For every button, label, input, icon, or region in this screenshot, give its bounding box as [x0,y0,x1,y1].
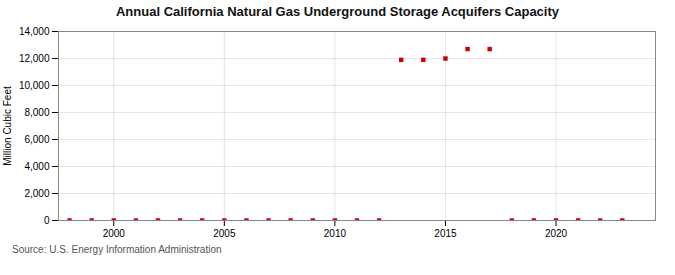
svg-text:2015: 2015 [434,228,457,239]
svg-text:2020: 2020 [545,228,568,239]
svg-text:12,000: 12,000 [19,53,50,64]
svg-text:4,000: 4,000 [24,161,49,172]
svg-text:6,000: 6,000 [24,134,49,145]
svg-text:2,000: 2,000 [24,188,49,199]
svg-text:8,000: 8,000 [24,107,49,118]
svg-text:2000: 2000 [103,228,126,239]
svg-text:14,000: 14,000 [19,26,50,37]
html-text:Source: U.S. Energy Informatio: Source: U.S. Energy Information Administ… [12,244,222,255]
html-text:Annual California Natural Gas: Annual California Natural Gas Undergroun… [116,4,559,19]
svg-text:2010: 2010 [324,228,347,239]
svg-text:2005: 2005 [213,228,236,239]
svg-text:Million Cubic Feet: Million Cubic Feet [2,86,13,166]
svg-text:10,000: 10,000 [19,80,50,91]
svg-text:0: 0 [44,215,50,226]
